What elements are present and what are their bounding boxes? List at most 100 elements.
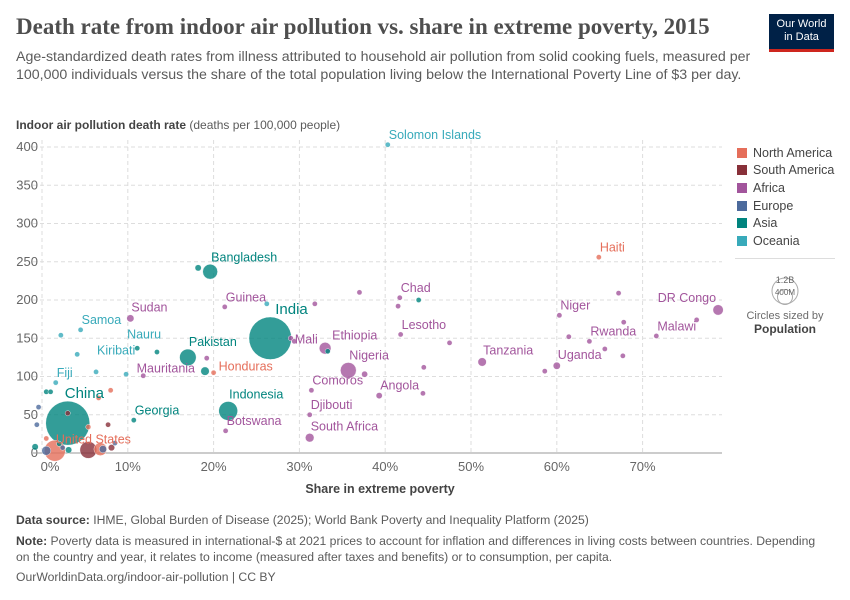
size-legend-circles: 1.2B 400M (771, 275, 799, 305)
legend-item[interactable]: North America (737, 144, 834, 162)
legend-label: Africa (753, 180, 785, 195)
data-point-label: DR Congo (658, 291, 716, 305)
note: Note: Poverty data is measured in intern… (16, 533, 816, 565)
data-point (65, 446, 73, 454)
size-legend-variable: Population (754, 322, 816, 336)
data-point-label: Comoros (312, 374, 363, 388)
data-point-label: Pakistan (189, 335, 237, 349)
data-point-label: Chad (401, 281, 431, 295)
legend-swatch (737, 182, 747, 193)
data-point-label: Indonesia (229, 387, 283, 401)
legend-swatch (737, 218, 747, 229)
x-tick-label: 40% (372, 459, 398, 474)
legend-label: Asia (753, 216, 778, 231)
data-point (58, 332, 64, 338)
data-point (210, 369, 217, 376)
data-point (375, 392, 383, 399)
data-point-label: Fiji (57, 366, 73, 380)
data-point (59, 444, 66, 451)
data-point (305, 433, 315, 443)
data-point (45, 400, 90, 446)
legend-label: South America (753, 163, 835, 178)
data-point (477, 357, 487, 367)
note-text: Poverty data is measured in internationa… (16, 534, 816, 564)
legend-item[interactable]: Europe (737, 197, 834, 215)
data-point (112, 440, 118, 446)
data-source: Data source: IHME, Global Burden of Dise… (16, 512, 589, 528)
legend-item[interactable]: South America (737, 162, 834, 180)
y-tick-label: 50 (24, 407, 38, 422)
y-axis-label: Indoor air pollution death rate (deaths … (16, 118, 340, 132)
y-tick-label: 100 (16, 369, 38, 384)
logo-line-1: Our World (776, 18, 827, 30)
data-point (615, 290, 622, 296)
data-point (74, 351, 80, 358)
legend-label: Europe (753, 198, 794, 213)
data-point-label: Botswana (227, 414, 282, 428)
data-point-label: Malawi (657, 319, 696, 333)
data-point (620, 353, 626, 359)
owid-logo[interactable]: Our World in Data (769, 14, 834, 52)
data-point (31, 443, 39, 451)
data-point (105, 421, 111, 428)
data-point-label: Lesotho (402, 318, 447, 332)
data-point (77, 327, 84, 333)
data-point (446, 340, 453, 346)
legend-item[interactable]: Africa (737, 179, 834, 197)
data-point (384, 141, 391, 148)
data-point (552, 361, 561, 370)
data-point (134, 345, 141, 351)
data-point-label: South Africa (311, 419, 378, 433)
data-point (202, 264, 218, 280)
data-point (556, 312, 563, 319)
data-point (41, 445, 52, 456)
data-point-label: Georgia (135, 404, 180, 418)
data-point (712, 304, 724, 316)
data-point (194, 264, 202, 272)
data-point-label: Angola (380, 379, 419, 393)
legend-item[interactable]: Oceania (737, 232, 834, 250)
data-point (415, 297, 422, 303)
region-legend: North America South America Africa Europe As… (737, 144, 834, 250)
data-point (308, 387, 315, 394)
data-point (396, 294, 403, 301)
data-point-label: Samoa (82, 313, 122, 327)
data-point-label: Solomon Islands (389, 128, 481, 142)
source-url[interactable]: OurWorldinData.org/indoor-air-pollution … (16, 570, 276, 584)
data-point (324, 348, 331, 355)
data-point (98, 445, 107, 454)
x-tick-label: 60% (544, 459, 570, 474)
data-point (356, 289, 363, 296)
note-label: Note: (16, 534, 48, 548)
data-point-label: India (275, 301, 308, 318)
y-axis-label-main: Indoor air pollution death rate (16, 118, 187, 132)
data-point (312, 301, 318, 307)
size-legend-caption: Circles sized by (746, 310, 824, 322)
size-legend-small-label: 400M (775, 288, 795, 297)
data-point (203, 355, 210, 361)
data-point-label: Ethiopia (332, 328, 377, 342)
y-tick-label: 200 (16, 292, 38, 307)
data-point-label: Kiribati (97, 343, 135, 357)
data-point (693, 317, 700, 323)
data-point (620, 319, 627, 325)
data-point (179, 348, 197, 366)
data-point (93, 369, 99, 375)
data-point (421, 364, 427, 371)
data-point (43, 435, 50, 442)
legend-swatch (737, 165, 747, 176)
data-point (200, 366, 210, 376)
data-point (306, 411, 313, 418)
data-point (123, 371, 129, 378)
data-point (596, 254, 602, 260)
data-point (263, 301, 270, 307)
data-point-label: Niger (560, 299, 590, 313)
legend-item[interactable]: Asia (737, 214, 834, 232)
x-tick-label: 50% (458, 459, 484, 474)
data-point (35, 404, 42, 410)
size-legend-circle-small (777, 289, 793, 305)
data-point (56, 441, 62, 447)
data-point-label: China (65, 385, 105, 402)
data-point-label: Haiti (600, 241, 625, 255)
chart-subtitle: Age-standardized death rates from illnes… (16, 49, 751, 83)
